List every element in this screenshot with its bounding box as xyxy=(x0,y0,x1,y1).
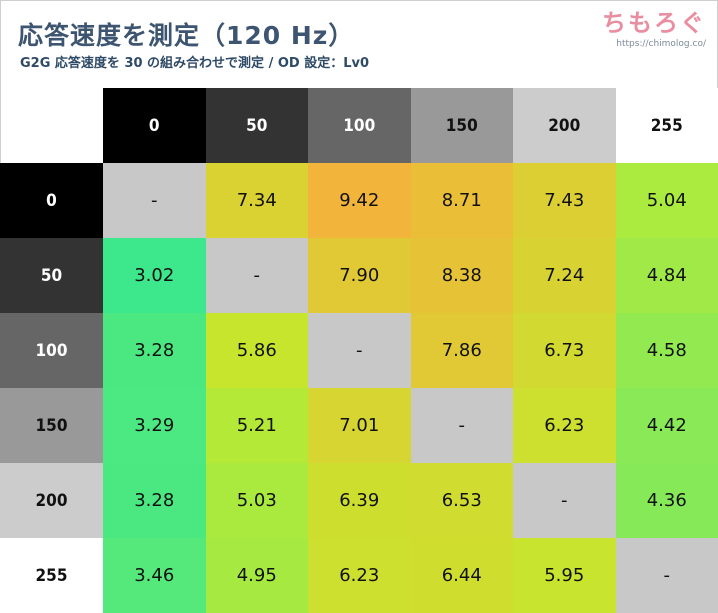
heatmap-cell: 7.24 xyxy=(513,238,616,313)
heatmap-cell: 8.38 xyxy=(411,238,514,313)
heatmap-cell: 3.02 xyxy=(103,238,206,313)
brand-url: https://chimolog.co/ xyxy=(602,38,706,50)
chart-title: 応答速度を測定（120 Hz） xyxy=(18,16,354,52)
heatmap-cell: 4.95 xyxy=(206,538,309,613)
row-header-50: 50 xyxy=(0,238,103,313)
column-header-150: 150 xyxy=(411,88,514,163)
heatmap-cell: 8.71 xyxy=(411,163,514,238)
row-header-255: 255 xyxy=(0,538,103,613)
heatmap-cell: 5.04 xyxy=(616,163,718,238)
brand-name: ちもろぐ xyxy=(602,8,706,38)
heatmap-cell: 6.39 xyxy=(308,463,411,538)
column-header-50: 50 xyxy=(206,88,309,163)
heatmap-cell: 4.84 xyxy=(616,238,718,313)
heatmap-cell: 6.73 xyxy=(513,313,616,388)
row-header-100: 100 xyxy=(0,313,103,388)
heatmap-cell: - xyxy=(513,463,616,538)
chart-subtitle: G2G 応答速度を 30 の組み合わせで測定 / OD 設定：Lv0 xyxy=(20,52,369,71)
column-header-100: 100 xyxy=(308,88,411,163)
corner-cell xyxy=(0,88,103,163)
heatmap-cell: - xyxy=(103,163,206,238)
heatmap-cell: - xyxy=(206,238,309,313)
heatmap-cell: 3.29 xyxy=(103,388,206,463)
heatmap-cell: - xyxy=(411,388,514,463)
heatmap-cell: 7.43 xyxy=(513,163,616,238)
heatmap-cell: - xyxy=(616,538,718,613)
heatmap-cell: 6.23 xyxy=(308,538,411,613)
heatmap-cell: 5.21 xyxy=(206,388,309,463)
heatmap-cell: - xyxy=(308,313,411,388)
heatmap-cell: 5.95 xyxy=(513,538,616,613)
brand-logo: ちもろぐ https://chimolog.co/ xyxy=(602,8,706,50)
column-header-200: 200 xyxy=(513,88,616,163)
heatmap-cell: 4.36 xyxy=(616,463,718,538)
heatmap-cell: 4.42 xyxy=(616,388,718,463)
heatmap-cell: 3.28 xyxy=(103,463,206,538)
row-header-200: 200 xyxy=(0,463,103,538)
heatmap-cell: 9.42 xyxy=(308,163,411,238)
column-header-255: 255 xyxy=(616,88,718,163)
heatmap-cell: 6.44 xyxy=(411,538,514,613)
heatmap-cell: 6.53 xyxy=(411,463,514,538)
heatmap-cell: 7.01 xyxy=(308,388,411,463)
row-header-150: 150 xyxy=(0,388,103,463)
heatmap-cell: 7.90 xyxy=(308,238,411,313)
heatmap-cell: 6.23 xyxy=(513,388,616,463)
heatmap-cell: 3.46 xyxy=(103,538,206,613)
column-header-0: 0 xyxy=(103,88,206,163)
heatmap-cell: 5.03 xyxy=(206,463,309,538)
heatmap-cell: 7.86 xyxy=(411,313,514,388)
heatmap-cell: 4.58 xyxy=(616,313,718,388)
row-header-0: 0 xyxy=(0,163,103,238)
heatmap-cell: 7.34 xyxy=(206,163,309,238)
heatmap-cell: 5.86 xyxy=(206,313,309,388)
heatmap-cell: 3.28 xyxy=(103,313,206,388)
